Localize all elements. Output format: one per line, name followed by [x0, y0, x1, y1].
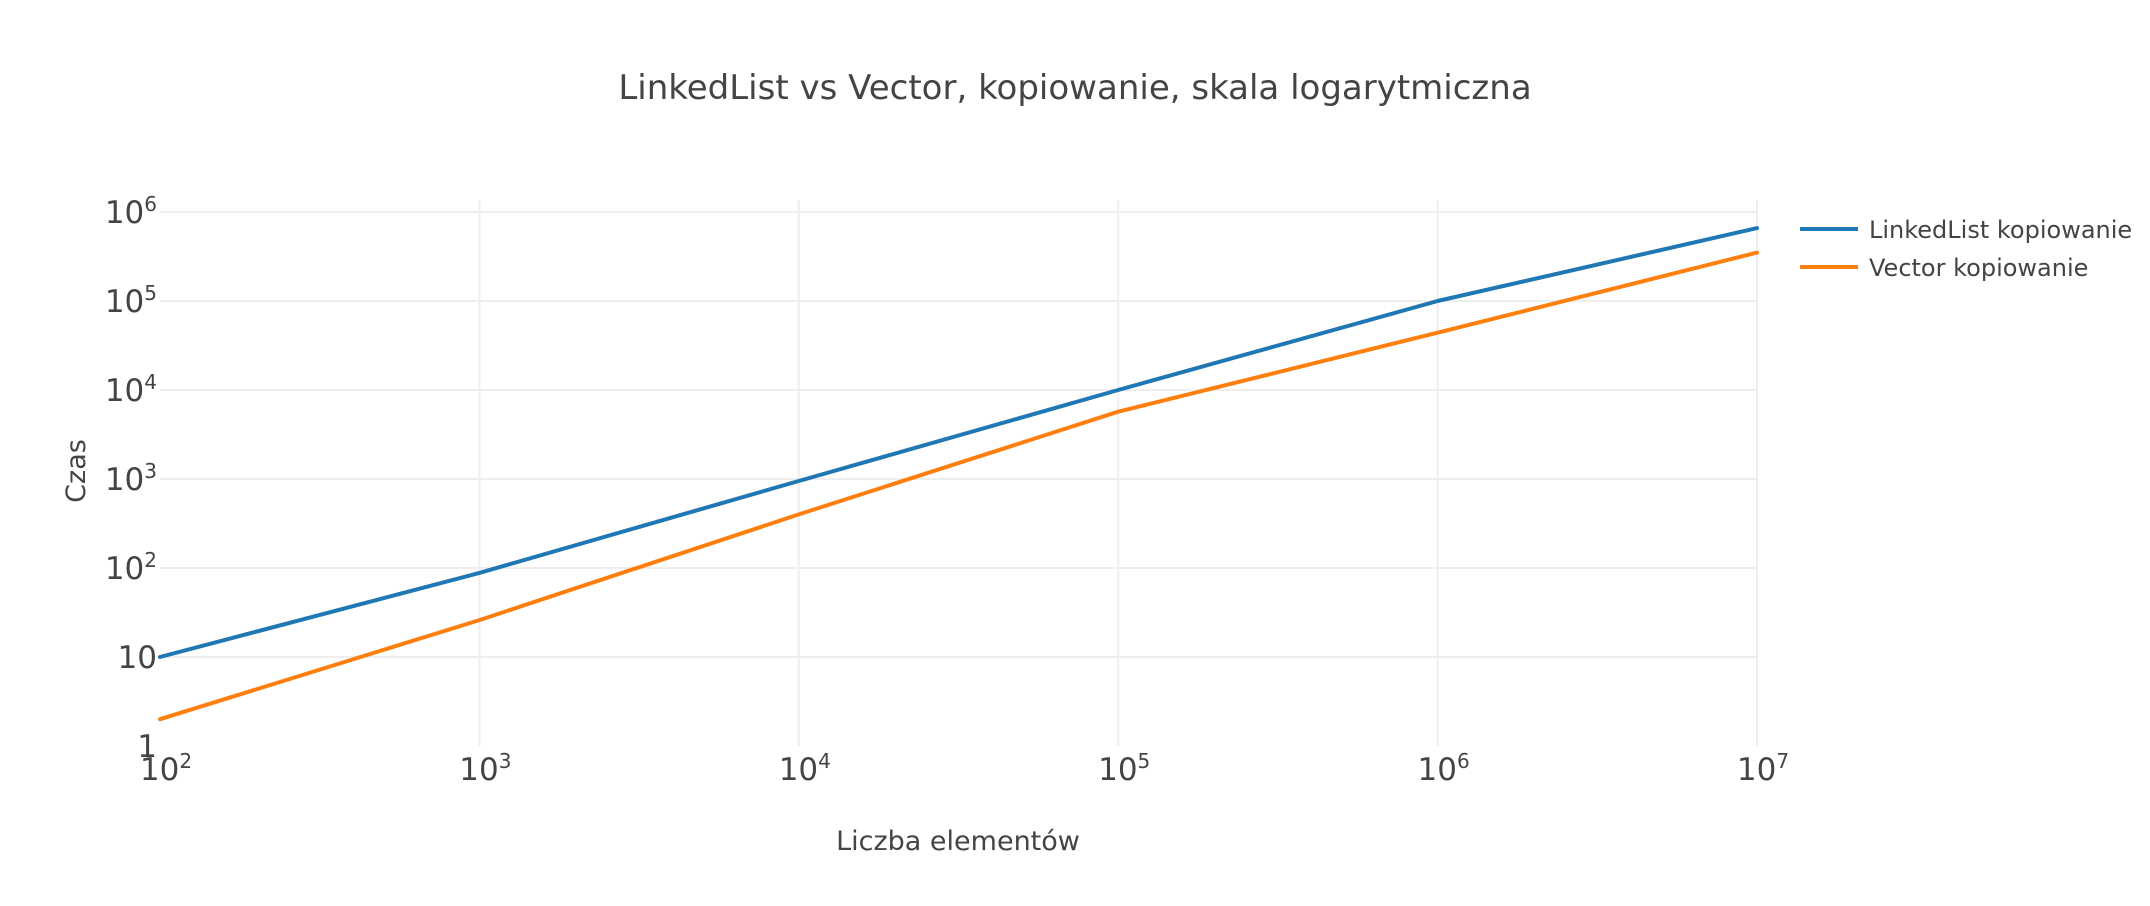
legend-item-vector[interactable]: Vector kopiowanie: [1800, 254, 2088, 282]
x-axis-ticks: 102 103 104 105 106 107: [140, 749, 1789, 788]
y-axis-title: Czas: [61, 439, 92, 503]
chart-title: LinkedList vs Vector, kopiowanie, skala …: [618, 68, 1531, 108]
series-line-vector[interactable]: [158, 250, 1759, 722]
legend-label: LinkedList kopiowanie: [1869, 216, 2132, 244]
y-tick-label: 103: [105, 459, 157, 498]
x-tick-label: 106: [1418, 749, 1470, 788]
x-axis-title: Liczba elementów: [836, 826, 1080, 857]
series-lines: [158, 226, 1759, 722]
y-axis-ticks: 1 10 102 103 104 105 106: [105, 192, 157, 765]
grid: [160, 200, 1758, 746]
legend-item-linkedlist[interactable]: LinkedList kopiowanie: [1800, 216, 2132, 244]
legend-label: Vector kopiowanie: [1869, 254, 2088, 282]
series-line-linkedlist[interactable]: [158, 226, 1759, 659]
y-tick-label: 104: [105, 370, 157, 409]
x-tick-label: 105: [1098, 749, 1150, 788]
y-tick-label: 106: [105, 192, 157, 231]
y-tick-label: 1: [137, 729, 157, 765]
y-tick-label: 102: [105, 548, 157, 587]
y-tick-label: 10: [118, 640, 157, 676]
x-tick-label: 103: [459, 749, 511, 788]
legend: LinkedList kopiowanie Vector kopiowanie: [1800, 216, 2132, 282]
x-tick-label: 104: [779, 749, 831, 788]
y-tick-label: 105: [105, 281, 157, 320]
x-tick-label: 107: [1737, 749, 1789, 788]
x-tick-label: 102: [140, 749, 192, 788]
